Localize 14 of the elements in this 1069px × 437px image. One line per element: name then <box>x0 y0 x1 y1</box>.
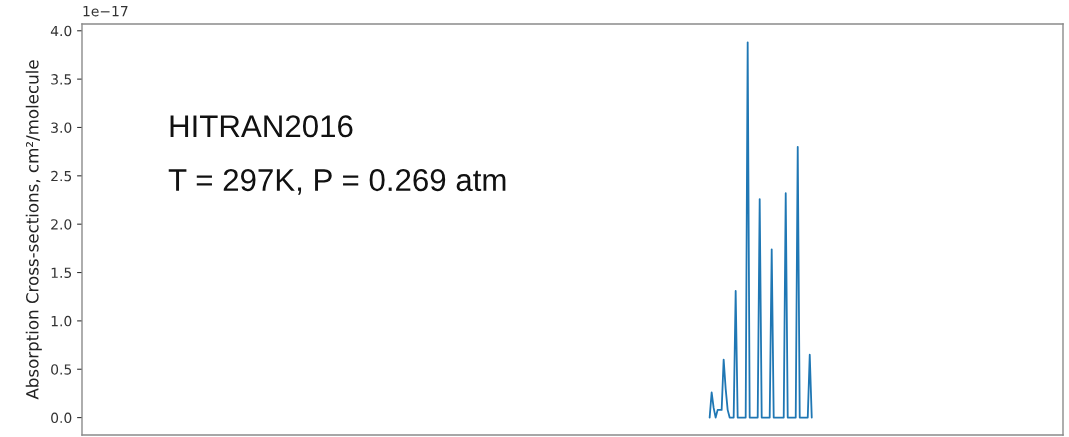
annotation: HITRAN2016 <box>170 115 353 138</box>
y-axis-title: Absorption Cross-sections, cm²/molecule <box>25 60 42 400</box>
y-tick-label: 2.0 <box>51 219 72 230</box>
annotation: T = 297K, P = 0.269 atm <box>168 169 506 195</box>
y-tick-label: 0.0 <box>51 412 72 424</box>
y-tick-label: 1.5 <box>51 267 72 279</box>
text: 1e−17 <box>83 6 128 17</box>
y-tick-label: 2.5 <box>51 170 72 182</box>
y-tick-label: 0.5 <box>51 364 72 375</box>
y-tick-label: 4.0 <box>50 25 72 37</box>
y-tick-label: 3.5 <box>51 74 72 85</box>
y-tick-label: 3.0 <box>51 122 72 133</box>
line-series <box>708 41 813 419</box>
y-tick-label: 1.0 <box>51 315 72 327</box>
